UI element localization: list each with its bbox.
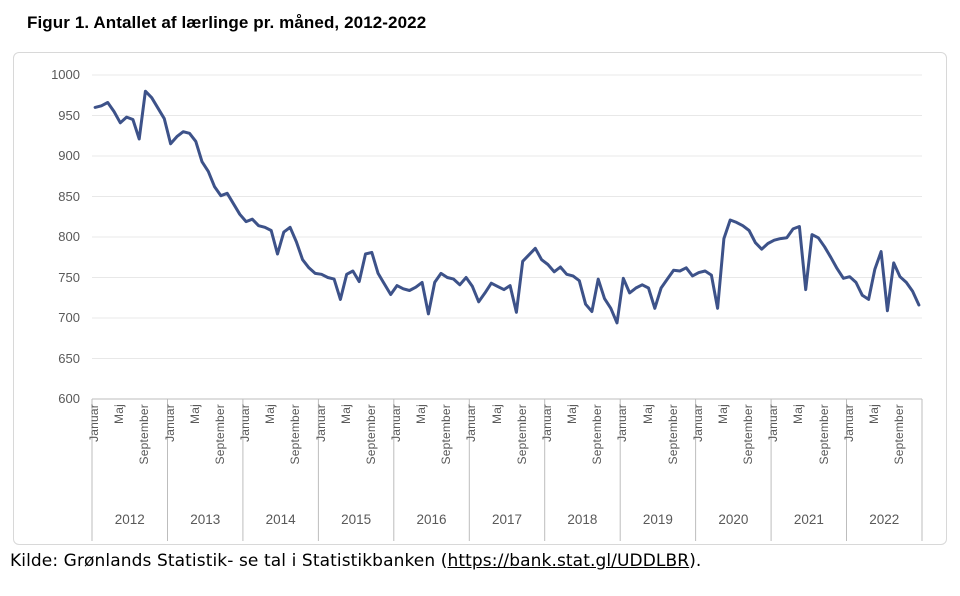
month-label: Maj bbox=[112, 404, 127, 424]
month-label: September bbox=[665, 404, 680, 465]
month-label: September bbox=[288, 404, 303, 465]
year-label: 2014 bbox=[265, 512, 296, 527]
month-label: Januar bbox=[313, 404, 328, 442]
y-axis-label: 800 bbox=[58, 229, 80, 244]
month-label: September bbox=[212, 404, 227, 465]
month-label: Januar bbox=[615, 404, 630, 442]
month-label: Januar bbox=[464, 404, 479, 442]
line-chart bbox=[91, 74, 923, 541]
year-label: 2015 bbox=[341, 512, 372, 527]
month-label: September bbox=[590, 404, 605, 465]
y-axis-label: 600 bbox=[58, 391, 80, 406]
month-label: Maj bbox=[414, 404, 429, 424]
month-label: Januar bbox=[389, 404, 403, 442]
y-axis-label: 700 bbox=[58, 310, 80, 325]
y-axis-label: 1000 bbox=[51, 67, 80, 82]
month-label: September bbox=[514, 404, 529, 465]
month-label: September bbox=[741, 404, 756, 465]
y-axis-label: 900 bbox=[58, 148, 80, 163]
year-label: 2012 bbox=[114, 512, 145, 527]
y-axis-label: 650 bbox=[58, 350, 80, 366]
year-label: 2016 bbox=[416, 512, 447, 527]
year-label: 2022 bbox=[869, 512, 900, 527]
month-label: Januar bbox=[162, 404, 177, 442]
year-label: 2013 bbox=[190, 512, 221, 527]
y-axis-label: 850 bbox=[58, 188, 80, 204]
month-label: Maj bbox=[263, 404, 278, 424]
figure-title: Figur 1. Antallet af lærlinge pr. måned,… bbox=[27, 13, 427, 32]
month-label: September bbox=[363, 404, 378, 465]
month-label: September bbox=[892, 404, 906, 465]
year-label: 2020 bbox=[718, 512, 749, 527]
month-label: Januar bbox=[539, 404, 554, 442]
year-label: 2021 bbox=[793, 512, 824, 527]
month-label: September bbox=[439, 404, 454, 465]
month-label: Maj bbox=[866, 404, 881, 424]
month-label: Januar bbox=[766, 404, 781, 442]
data-line bbox=[93, 89, 921, 325]
year-label: 2017 bbox=[492, 512, 523, 527]
month-label: Januar bbox=[87, 404, 102, 442]
month-label: Maj bbox=[489, 404, 504, 424]
month-label: Januar bbox=[690, 404, 705, 442]
month-label: Januar bbox=[841, 404, 856, 442]
source-note: Kilde: Grønlands Statistik- se tal i Sta… bbox=[10, 551, 701, 571]
month-label: Januar bbox=[238, 404, 253, 442]
month-label: Maj bbox=[715, 404, 730, 424]
year-label: 2019 bbox=[642, 512, 673, 527]
month-label: Maj bbox=[338, 404, 353, 424]
year-label: 2018 bbox=[567, 512, 598, 527]
month-label: Maj bbox=[565, 404, 579, 424]
month-label: September bbox=[137, 404, 152, 465]
y-axis-label: 750 bbox=[58, 269, 80, 285]
month-label: Maj bbox=[187, 404, 202, 424]
month-label: September bbox=[816, 404, 831, 465]
month-label: Maj bbox=[791, 404, 806, 424]
month-label: Maj bbox=[640, 404, 655, 424]
y-axis-label: 950 bbox=[58, 107, 80, 123]
source-suffix: ). bbox=[689, 551, 702, 571]
source-prefix: Kilde: Grønlands Statistik- se tal i Sta… bbox=[10, 551, 448, 571]
source-link[interactable]: https://bank.stat.gl/UDDLBR bbox=[447, 551, 690, 571]
